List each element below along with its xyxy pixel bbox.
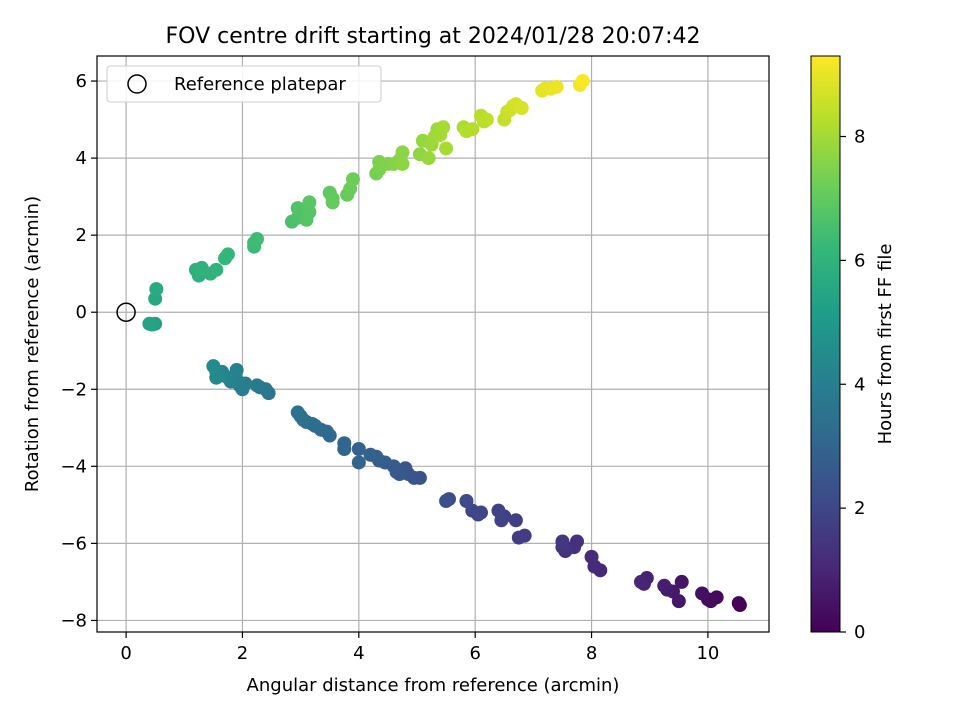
data-point [494, 513, 509, 528]
y-tick-label: 0 [76, 302, 87, 323]
plot-frame [96, 55, 770, 633]
legend: Reference platepar [106, 65, 382, 103]
data-point [465, 122, 480, 137]
scatter-points [142, 74, 747, 613]
data-point [209, 262, 224, 277]
data-point [250, 232, 264, 247]
y-tick-label: 4 [76, 148, 87, 169]
colorbar: 0 2 4 6 8 Hours from first FF file [810, 55, 896, 643]
data-point [149, 282, 164, 297]
legend-label: Reference platepar [174, 74, 346, 95]
y-tick-label: −6 [60, 533, 87, 554]
data-point [363, 447, 378, 462]
x-tick-label: 4 [353, 643, 364, 664]
data-point [436, 120, 451, 135]
data-point [439, 494, 454, 509]
colorbar-tick-label: 6 [854, 250, 865, 271]
data-point [421, 151, 436, 166]
y-tick-label: −4 [60, 456, 87, 477]
data-point [634, 574, 648, 589]
plot-area [97, 56, 769, 632]
x-tick-label: 8 [586, 643, 597, 664]
data-point [479, 112, 494, 127]
data-point [549, 79, 564, 94]
x-tick-label: 10 [696, 643, 719, 664]
grid-lines [97, 56, 769, 632]
x-axis-label: Angular distance from reference (arcmin) [247, 675, 620, 696]
colorbar-tick-label: 8 [854, 127, 865, 148]
data-point [337, 436, 352, 451]
data-point [439, 141, 454, 156]
reference-point-marker [116, 302, 136, 322]
data-point [584, 549, 599, 564]
data-point [220, 247, 235, 262]
colorbar-tick-label: 4 [854, 374, 865, 395]
data-point [206, 359, 221, 374]
data-point [142, 316, 157, 331]
x-tick-label: 0 [120, 643, 131, 664]
y-tick-label: 2 [76, 225, 87, 246]
y-tick-label: −8 [60, 610, 87, 631]
data-point [351, 455, 366, 470]
colorbar-tick-label: 0 [854, 622, 865, 643]
x-tick-label: 6 [469, 643, 480, 664]
data-point [508, 513, 523, 528]
data-point [290, 405, 305, 420]
data-point [674, 574, 689, 589]
data-point [731, 596, 746, 611]
data-point [346, 172, 360, 187]
data-point [575, 74, 590, 89]
data-point [351, 441, 366, 456]
x-tick-label: 2 [237, 643, 248, 664]
colorbar-strip [810, 55, 841, 633]
data-point [459, 494, 474, 509]
y-tick-label: −2 [60, 379, 87, 400]
data-point [302, 205, 317, 220]
data-point [250, 378, 264, 393]
data-point [511, 530, 526, 545]
chart-title: FOV centre drift starting at 2024/01/28 … [166, 24, 701, 49]
data-point [395, 156, 410, 171]
colorbar-ticks: 0 2 4 6 8 [840, 127, 865, 643]
data-point [514, 101, 529, 116]
colorbar-tick-label: 2 [854, 498, 865, 519]
data-point [695, 586, 710, 601]
data-point [325, 195, 340, 210]
data-point [657, 578, 672, 593]
y-axis-label: Rotation from reference (arcmin) [22, 196, 43, 492]
y-tick-label: 6 [76, 71, 87, 92]
axis-ticks: 0 2 4 6 8 10 −8 −6 −4 −2 0 2 4 6 [60, 71, 719, 664]
data-point [555, 534, 570, 549]
legend-marker-icon [127, 74, 147, 94]
data-point [290, 201, 305, 216]
colorbar-label: Hours from first FF file [875, 244, 896, 445]
data-point [395, 145, 410, 160]
legend-box [106, 65, 382, 103]
data-point [302, 195, 317, 210]
